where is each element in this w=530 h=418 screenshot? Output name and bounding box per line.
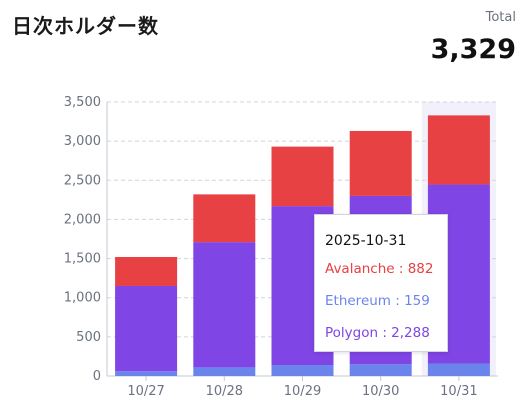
x-tick-label: 10/28 xyxy=(206,384,243,399)
y-tick-label: 1,500 xyxy=(64,252,101,267)
y-tick-label: 3,000 xyxy=(64,134,101,149)
bar-ethereum-10-27 xyxy=(115,371,178,376)
y-tick-label: 500 xyxy=(76,330,101,345)
bar-avalanche-10-28 xyxy=(193,194,256,243)
y-tick-label: 2,500 xyxy=(64,173,101,188)
tooltip-row-avalanche: Avalanche : 882 xyxy=(325,261,434,277)
tooltip-row-polygon: Polygon : 2,288 xyxy=(325,325,430,341)
total-value: 3,329 xyxy=(430,34,516,65)
tooltip-row-ethereum: Ethereum : 159 xyxy=(325,293,430,309)
x-tick-label: 10/27 xyxy=(127,384,164,399)
x-tick-label: 10/30 xyxy=(362,384,399,399)
tooltip-date: 2025-10-31 xyxy=(325,233,407,249)
bar-avalanche-10-27 xyxy=(115,257,178,286)
chart-tooltip: 2025-10-31 Avalanche : 882 Ethereum : 15… xyxy=(314,214,448,352)
bar-polygon-10-28 xyxy=(193,242,256,368)
bar-avalanche-10-30 xyxy=(349,130,412,196)
bar-polygon-10-27 xyxy=(115,285,178,372)
x-tick-label: 10/31 xyxy=(440,384,477,399)
y-tick-label: 1,000 xyxy=(64,291,101,306)
y-tick-label: 0 xyxy=(93,369,101,384)
bar-ethereum-10-30 xyxy=(349,364,412,376)
bar-ethereum-10-29 xyxy=(271,365,334,376)
total-label: Total xyxy=(485,10,516,25)
bar-ethereum-10-28 xyxy=(193,367,256,376)
y-tick-label: 3,500 xyxy=(64,95,101,110)
y-tick-label: 2,000 xyxy=(64,212,101,227)
page-title: 日次ホルダー数 xyxy=(12,14,159,38)
bar-ethereum-10-31 xyxy=(427,363,490,376)
bar-avalanche-10-31 xyxy=(427,115,490,185)
x-tick-label: 10/29 xyxy=(284,384,321,399)
bar-avalanche-10-29 xyxy=(271,146,334,207)
